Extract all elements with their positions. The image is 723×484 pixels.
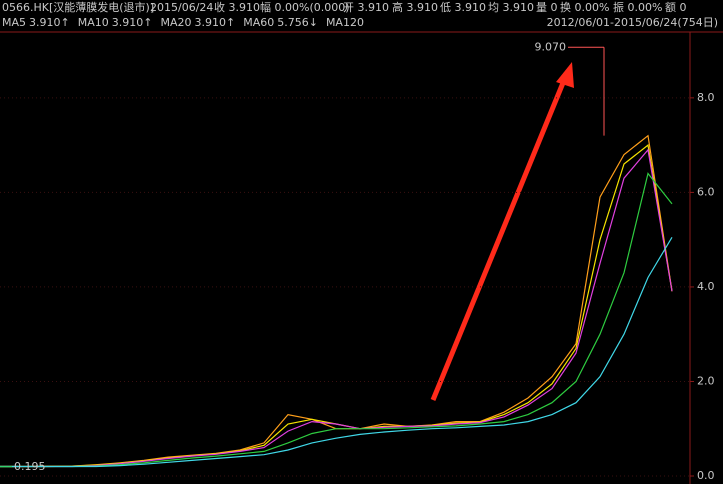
- y-tick-label: 4.0: [697, 280, 715, 293]
- legend-name: MA10: [78, 16, 109, 29]
- y-tick-label: 8.0: [697, 91, 715, 104]
- legend-value: 3.910↑: [112, 16, 153, 29]
- avg: 均 3.910: [488, 1, 534, 14]
- y-tick-label: 0.0: [697, 469, 715, 482]
- turnover: 换 0.00%: [560, 0, 609, 14]
- legend-value: 3.910↑: [194, 16, 235, 29]
- legend-name: MA5: [2, 16, 26, 29]
- arrow-head: [556, 62, 574, 88]
- symbol: 0566.HK[汉能薄膜发电(退市)]: [2, 0, 154, 14]
- trend-arrow: [430, 62, 574, 401]
- series-line: [0, 148, 673, 468]
- min-marker-label: 0.195: [14, 460, 46, 473]
- arrow-shaft: [430, 77, 568, 401]
- legend: MA5 3.910↑ MA10 3.910↑ MA20 3.910↑ MA60 5.756↓ M…: [2, 16, 364, 29]
- change: 幅 0.00%(0.000): [260, 1, 350, 14]
- series-line: [0, 172, 673, 468]
- y-tick-label: 6.0: [697, 185, 715, 198]
- y-tick-label: 2.0: [697, 374, 715, 387]
- legend-name: MA120: [326, 16, 364, 29]
- legend-name: MA20: [160, 16, 191, 29]
- legend-value: 5.756↓: [277, 16, 318, 29]
- legend-name: MA60: [243, 16, 274, 29]
- date-range: 2012/06/01-2015/06/24(754日): [547, 16, 718, 29]
- max-marker-label: 9.070: [535, 40, 567, 53]
- low: 低 3.910: [440, 1, 486, 14]
- legend-value: 3.910↑: [29, 16, 70, 29]
- series-line: [0, 236, 673, 468]
- amplitude: 振 0.00%: [613, 0, 662, 14]
- date: 2015/06/24: [150, 1, 213, 14]
- high: 高 3.910: [392, 0, 438, 14]
- amount: 额 0: [665, 1, 687, 14]
- open: 开 3.910: [343, 1, 389, 14]
- close: 收 3.910: [214, 0, 260, 14]
- volume: 量 0: [536, 1, 558, 14]
- header: 0566.HK[汉能薄膜发电(退市)] 2015/06/24 收 3.910 幅…: [2, 0, 718, 29]
